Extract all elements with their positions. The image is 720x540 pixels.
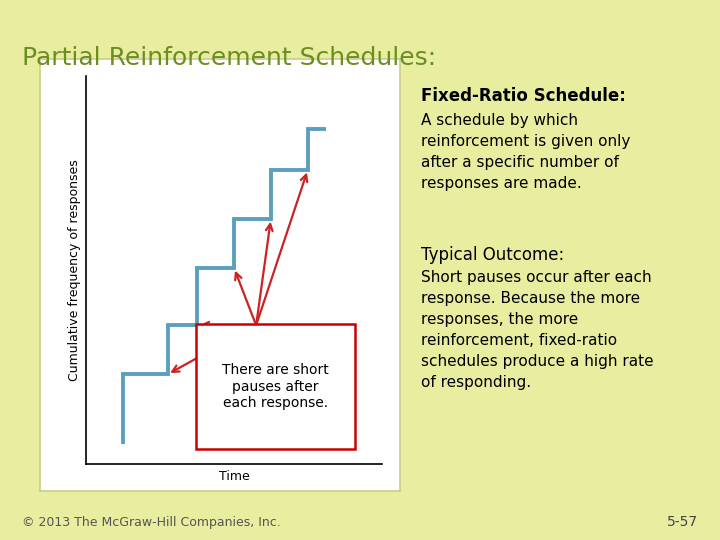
Bar xyxy=(196,325,355,449)
Text: Fixed-Ratio Schedule:: Fixed-Ratio Schedule: xyxy=(421,87,626,105)
Text: Typical Outcome:: Typical Outcome: xyxy=(421,246,564,264)
Text: Short pauses occur after each
response. Because the more
responses, the more
rei: Short pauses occur after each response. … xyxy=(421,270,654,390)
Text: A schedule by which
reinforcement is given only
after a specific number of
respo: A schedule by which reinforcement is giv… xyxy=(421,113,631,191)
Text: 5-57: 5-57 xyxy=(667,515,698,529)
X-axis label: Time: Time xyxy=(219,470,249,483)
Text: © 2013 The McGraw-Hill Companies, Inc.: © 2013 The McGraw-Hill Companies, Inc. xyxy=(22,516,280,529)
Y-axis label: Cumulative frequency of responses: Cumulative frequency of responses xyxy=(68,159,81,381)
Text: There are short
pauses after
each response.: There are short pauses after each respon… xyxy=(222,363,329,410)
Text: Partial Reinforcement Schedules:: Partial Reinforcement Schedules: xyxy=(22,46,436,70)
